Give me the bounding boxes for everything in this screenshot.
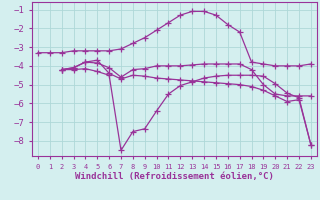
X-axis label: Windchill (Refroidissement éolien,°C): Windchill (Refroidissement éolien,°C) <box>75 172 274 181</box>
